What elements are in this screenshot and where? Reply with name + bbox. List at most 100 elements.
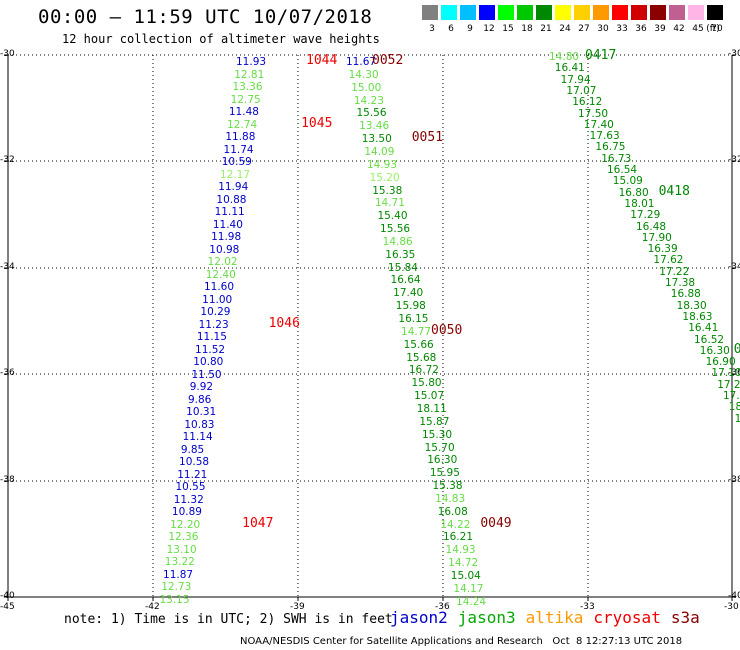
pass-time-label: 0051 xyxy=(411,130,444,146)
swh-value: 16.35 xyxy=(385,248,416,261)
swh-value: 11.21 xyxy=(177,468,208,481)
swh-value: 11.67 xyxy=(346,56,377,68)
swh-value: 16.90 xyxy=(705,356,736,369)
lat-tick-label-right: -34 xyxy=(728,262,740,272)
color-swatch xyxy=(479,5,495,20)
color-swatch xyxy=(441,5,457,20)
lon-tick-label: -45 xyxy=(0,602,15,612)
pass-time-label: 0418 xyxy=(658,183,690,199)
lon-tick-label: -36 xyxy=(435,602,450,612)
swh-value: 15.00 xyxy=(351,81,382,94)
color-scale-tick: 70 xyxy=(711,24,723,34)
pass-time-label: 1047 xyxy=(242,515,274,531)
swh-value: 12.81 xyxy=(234,68,265,81)
swh-value: 14.93 xyxy=(366,158,398,171)
lat-tick-label-right: -40 xyxy=(728,591,740,601)
color-scale-tick: 12 xyxy=(483,24,495,34)
swh-value: 16.21 xyxy=(442,531,473,544)
swh-value: 16.72 xyxy=(408,364,439,377)
swh-value: 11.40 xyxy=(212,218,243,231)
swh-value: 18.01 xyxy=(624,197,655,210)
color-swatch xyxy=(707,5,723,20)
color-scale-tick: 27 xyxy=(578,24,590,34)
lat-tick-label-right: -36 xyxy=(728,368,740,378)
swh-value: 9.86 xyxy=(187,393,212,406)
swh-value: 11.98 xyxy=(211,231,242,243)
legend-altika: altika xyxy=(525,608,584,627)
pass-time-label: 0052 xyxy=(372,53,404,68)
swh-value: 11.23 xyxy=(198,318,229,331)
swh-value: 11.50 xyxy=(191,368,222,381)
pass-time-label: 1044 xyxy=(306,53,338,68)
swh-value: 10.80 xyxy=(193,356,224,368)
swh-value: 17.94 xyxy=(560,73,591,86)
swh-value: 18.11 xyxy=(416,402,447,415)
swh-value: 16.41 xyxy=(554,62,585,75)
swh-value: 10.29 xyxy=(200,306,231,318)
swh-value: 14.30 xyxy=(348,68,379,81)
color-swatch xyxy=(631,5,647,20)
swh-value: 16.52 xyxy=(694,333,725,346)
swh-value: 14.09 xyxy=(364,145,395,158)
swh-value: 13.50 xyxy=(361,133,392,146)
swh-value: 14.83 xyxy=(435,492,466,505)
swh-value: 15.40 xyxy=(377,210,408,223)
pass-time-label: 1046 xyxy=(268,315,300,331)
swh-value: 10.31 xyxy=(186,406,217,418)
color-swatch xyxy=(422,5,438,20)
swh-value: 11.11 xyxy=(214,206,245,218)
swh-value: 16.09 xyxy=(734,412,740,425)
swh-value: 12.17 xyxy=(219,168,251,181)
swh-value: 12.40 xyxy=(205,268,236,281)
color-swatch xyxy=(498,5,514,20)
swh-value: 15.84 xyxy=(387,261,418,274)
swh-value: 17.23 xyxy=(717,378,740,391)
swh-value: 13.15 xyxy=(159,593,190,606)
swh-value: 16.64 xyxy=(390,274,421,287)
swh-value: 11.60 xyxy=(203,281,235,293)
swh-value: 17.40 xyxy=(583,118,614,131)
swh-value: 15.56 xyxy=(356,107,387,120)
swh-value: 16.73 xyxy=(601,152,632,165)
swh-value: 11.14 xyxy=(182,431,213,443)
swh-value: 18.30 xyxy=(676,299,707,312)
swh-value: 17.40 xyxy=(393,287,424,300)
swh-value: 18.63 xyxy=(682,310,713,323)
swh-value: 11.74 xyxy=(223,143,254,156)
swh-value: 11.93 xyxy=(236,56,267,68)
swh-value: 16.15 xyxy=(398,313,429,325)
swh-value: 13.10 xyxy=(166,543,197,556)
lat-tick-label: -32 xyxy=(0,155,15,165)
lat-tick-label: -38 xyxy=(0,475,15,485)
pass-time-label: 0049 xyxy=(480,515,512,531)
swh-value: 12.36 xyxy=(168,531,199,543)
swh-value: 11.15 xyxy=(196,331,227,343)
swh-value: 11.00 xyxy=(202,293,233,306)
swh-value: 12.73 xyxy=(161,581,192,593)
lat-tick-label: -36 xyxy=(0,368,15,378)
color-scale-tick: 45 xyxy=(692,24,704,34)
swh-value: 16.39 xyxy=(647,243,678,256)
page-title: 00:00 – 11:59 UTC 10/07/2018 xyxy=(38,6,373,28)
swh-value: 13.22 xyxy=(164,556,195,568)
swh-value: 14.80 xyxy=(549,51,580,63)
swh-value: 15.66 xyxy=(403,338,434,351)
swh-value: 16.08 xyxy=(437,505,468,518)
color-scale-tick: 6 xyxy=(448,24,454,34)
color-swatch xyxy=(593,5,609,20)
swh-value: 11.87 xyxy=(163,568,194,581)
swh-value: 15.04 xyxy=(450,570,481,582)
lat-tick-label: -30 xyxy=(0,49,15,59)
swh-value: 10.89 xyxy=(171,506,202,518)
color-swatch xyxy=(574,5,590,20)
swh-value: 11.94 xyxy=(218,181,249,193)
color-scale-unit: (ft) xyxy=(706,24,720,34)
swh-value: 16.41 xyxy=(688,322,719,335)
legend-cryosat: cryosat xyxy=(593,608,661,627)
swh-value: 17.32 xyxy=(723,390,740,402)
color-scale-tick: 39 xyxy=(654,24,666,34)
swh-value: 17.10 xyxy=(711,367,740,380)
swh-value: 13.36 xyxy=(232,81,263,93)
swh-value: 14.77 xyxy=(401,325,432,338)
